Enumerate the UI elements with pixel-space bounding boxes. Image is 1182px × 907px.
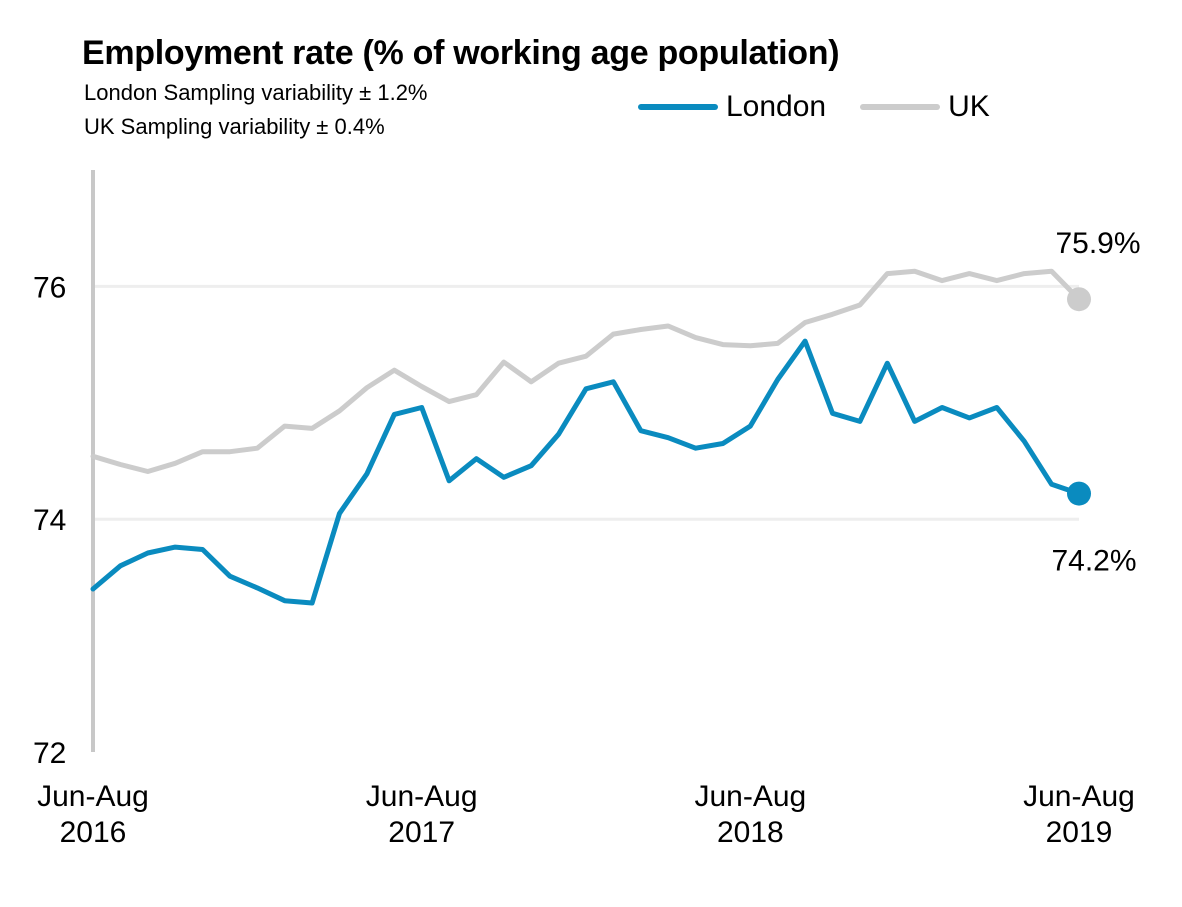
legend: London UK — [638, 90, 1024, 124]
y-tick-label-76: 76 — [33, 271, 66, 304]
legend-item-uk: UK — [860, 90, 990, 124]
x-tick-label-1-1: 2017 — [388, 816, 455, 849]
y-tick-label-72: 72 — [33, 737, 66, 770]
y-tick-label-74: 74 — [33, 504, 66, 537]
legend-swatch-uk — [860, 104, 941, 110]
end-point-london — [1067, 481, 1091, 506]
legend-swatch-london — [638, 104, 718, 110]
london-sampling-note: London Sampling variability ± 1.2% — [84, 80, 428, 105]
x-tick-label-3-1: 2019 — [1046, 816, 1113, 849]
end-label-uk: 75.9% — [1055, 227, 1140, 260]
series-line-london — [90, 338, 1082, 606]
x-tick-label-0-1: 2016 — [60, 816, 127, 849]
x-tick-label-1-0: Jun-Aug — [366, 780, 478, 813]
end-label-london: 74.2% — [1051, 545, 1136, 578]
x-tick-label-2-0: Jun-Aug — [694, 780, 806, 813]
legend-label-london: London — [726, 90, 827, 123]
series-line-uk — [90, 268, 1082, 474]
x-tick-label-3-0: Jun-Aug — [1023, 780, 1135, 813]
uk-sampling-note: UK Sampling variability ± 0.4% — [84, 114, 385, 139]
legend-item-london: London — [638, 90, 826, 124]
legend-label-uk: UK — [948, 90, 990, 123]
end-point-uk — [1067, 287, 1091, 312]
x-tick-label-0-0: Jun-Aug — [37, 780, 149, 813]
x-tick-label-2-1: 2018 — [717, 816, 784, 849]
chart-title: Employment rate (% of working age popula… — [82, 34, 840, 72]
